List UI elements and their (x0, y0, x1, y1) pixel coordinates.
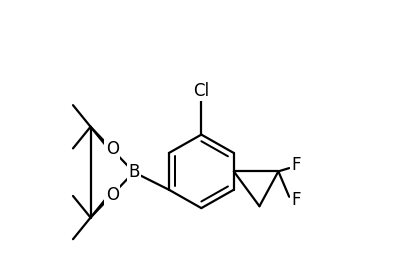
Text: F: F (291, 156, 301, 174)
Text: B: B (128, 163, 140, 181)
Text: Cl: Cl (193, 82, 210, 100)
Text: O: O (106, 186, 119, 204)
Text: F: F (291, 191, 301, 209)
Text: O: O (106, 141, 119, 158)
